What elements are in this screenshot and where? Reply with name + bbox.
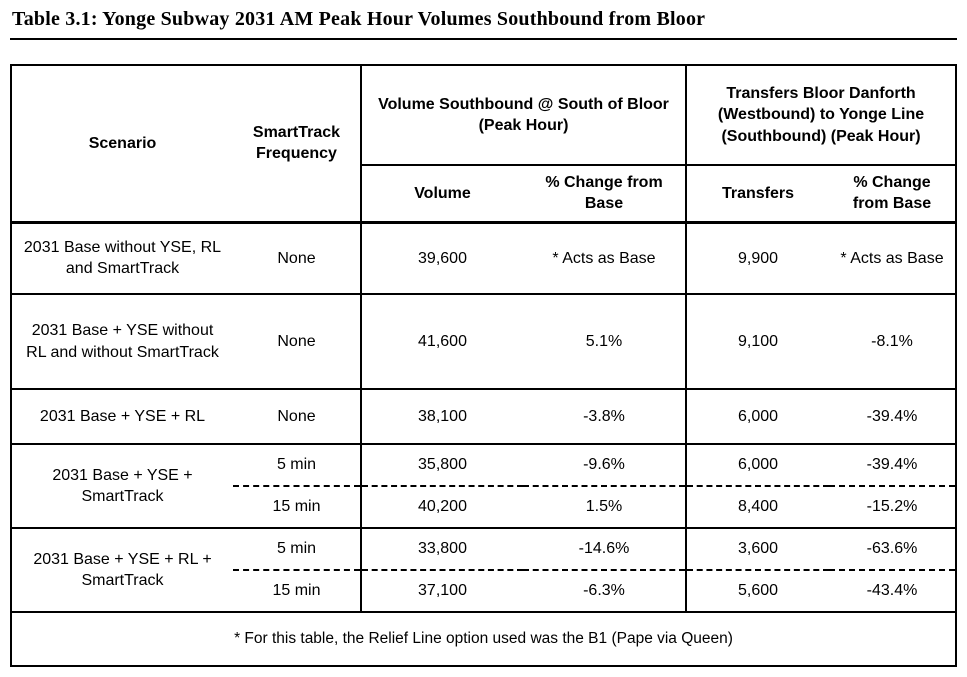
table-row: 2031 Base + YSE without RL and without S… — [11, 293, 957, 389]
frequency-cell: 15 min — [233, 569, 361, 612]
frequency-cell: 5 min — [233, 527, 361, 570]
table-row: 15 min 40,200 1.5% 8,400 -15.2% — [11, 485, 957, 528]
transfers-cell: 6,000 — [685, 388, 829, 444]
transfers-cell: 5,600 — [685, 569, 829, 612]
volume-pct-cell: -3.8% — [523, 388, 686, 444]
frequency-cell: 15 min — [233, 485, 361, 528]
title-underline — [10, 38, 957, 40]
volumes-table: Scenario SmartTrack Frequency Volume Sou… — [10, 64, 958, 667]
transfers-pct-cell: -63.6% — [829, 527, 957, 570]
volume-cell: 39,600 — [360, 222, 523, 294]
header-volume: Volume — [360, 164, 523, 224]
volume-cell: 41,600 — [360, 293, 523, 389]
table-row: 2031 Base + YSE + RL + SmartTrack 5 min … — [11, 527, 957, 612]
volume-pct-cell: * Acts as Base — [552, 249, 656, 267]
table-row: 2031 Base + YSE + RL None 38,100 -3.8% 6… — [11, 388, 957, 444]
scenario-cell: 2031 Base + YSE + RL + SmartTrack — [11, 527, 233, 612]
table-title: Table 3.1: Yonge Subway 2031 AM Peak Hou… — [12, 8, 706, 30]
table-header-row-sub: Volume % Change from Base Transfers % Ch… — [11, 164, 957, 224]
scenario-cell: 2031 Base without YSE, RL and SmartTrack — [23, 239, 222, 278]
transfers-cell: 9,100 — [685, 293, 829, 389]
transfers-pct-cell: * Acts as Base — [840, 249, 944, 267]
transfers-cell: 3,600 — [685, 527, 829, 570]
volume-cell: 40,200 — [360, 485, 523, 528]
scenario-cell: 2031 Base + YSE + RL — [11, 388, 233, 444]
volume-cell: 37,100 — [360, 569, 523, 612]
volume-pct-cell: -6.3% — [523, 569, 686, 612]
header-scenario: Scenario — [11, 65, 233, 224]
table-row: 2031 Base + YSE + SmartTrack 5 min 35,80… — [11, 443, 957, 528]
scenario-cell: 2031 Base + YSE + SmartTrack — [11, 443, 233, 528]
transfers-pct-cell: -39.4% — [829, 388, 957, 444]
transfers-pct-cell: -43.4% — [829, 569, 957, 612]
frequency-cell: None — [233, 388, 361, 444]
table-row: 2031 Base without YSE, RL and SmartTrack… — [11, 222, 956, 294]
volume-cell: 33,800 — [360, 527, 523, 570]
table-footnote-row: * For this table, the Relief Line option… — [11, 611, 957, 666]
table-header-row-groups: Scenario SmartTrack Frequency Volume Sou… — [11, 65, 957, 224]
volume-pct-cell: -9.6% — [523, 443, 686, 486]
volume-cell: 38,100 — [360, 388, 523, 444]
table-row: 15 min 37,100 -6.3% 5,600 -43.4% — [11, 569, 957, 612]
header-volume-pct-change: % Change from Base — [523, 164, 686, 224]
header-smarttrack-frequency: SmartTrack Frequency — [233, 65, 361, 224]
transfers-pct-cell: -15.2% — [829, 485, 957, 528]
transfers-pct-cell: -8.1% — [829, 293, 957, 389]
header-volume-group: Volume Southbound @ South of Bloor (Peak… — [360, 65, 686, 165]
scenario-cell: 2031 Base + YSE without RL and without S… — [11, 293, 233, 389]
volume-pct-cell: 1.5% — [523, 485, 686, 528]
header-transfers-pct-change: % Change from Base — [829, 164, 957, 224]
volume-pct-cell: -14.6% — [523, 527, 686, 570]
header-transfers: Transfers — [685, 164, 829, 224]
frequency-cell: None — [277, 249, 316, 267]
transfers-pct-cell: -39.4% — [829, 443, 957, 486]
header-transfers-group: Transfers Bloor Danforth (Westbound) to … — [684, 65, 957, 165]
transfers-cell: 8,400 — [685, 485, 829, 528]
transfers-cell: 6,000 — [685, 443, 829, 486]
transfers-cell: 9,900 — [685, 222, 829, 294]
frequency-cell: None — [233, 293, 361, 389]
volume-pct-cell: 5.1% — [523, 293, 686, 389]
table-footnote: * For this table, the Relief Line option… — [11, 611, 957, 666]
volume-cell: 35,800 — [360, 443, 523, 486]
frequency-cell: 5 min — [233, 443, 361, 486]
